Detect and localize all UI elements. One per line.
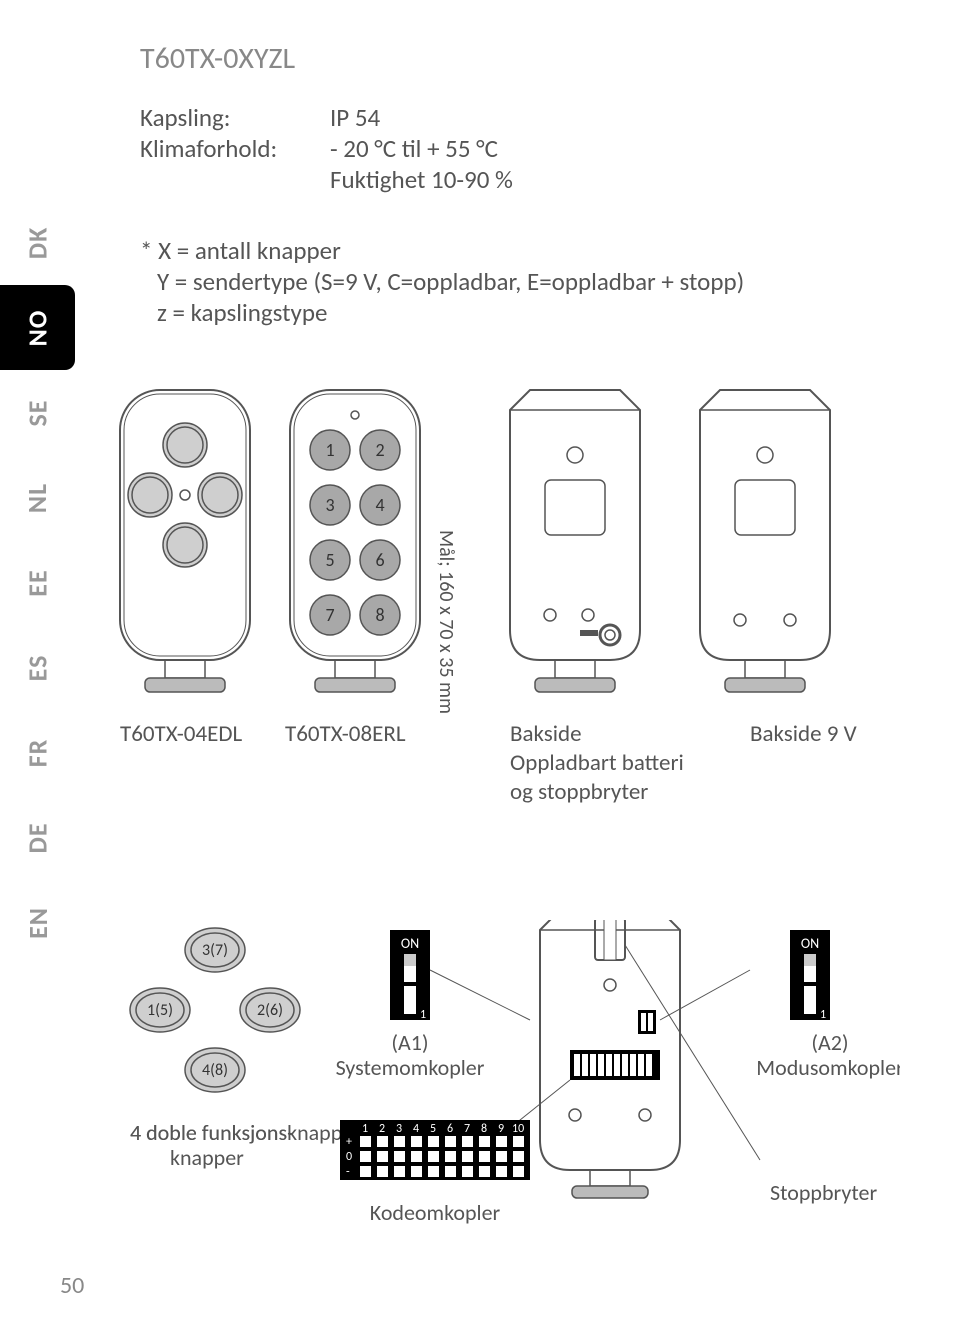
- svg-text:4: 4: [375, 494, 384, 516]
- svg-text:10: 10: [512, 1122, 524, 1136]
- tab-se[interactable]: SE: [0, 370, 75, 455]
- header-block: T60TX-0XYZL Kapsling:IP 54 Klimaforhold:…: [140, 40, 900, 328]
- svg-text:7: 7: [464, 1122, 470, 1136]
- tab-no[interactable]: NO: [0, 285, 75, 370]
- svg-text:4(8): 4(8): [202, 1061, 228, 1080]
- svg-text:6: 6: [447, 1122, 453, 1136]
- page-number: 50: [60, 1271, 84, 1300]
- legend-z: z = kapslingstype: [140, 297, 900, 328]
- tab-en[interactable]: EN: [0, 880, 75, 965]
- legend-y: Y = sendertype (S=9 V, C=oppladbar, E=op…: [140, 266, 900, 297]
- svg-text:8: 8: [375, 604, 384, 626]
- svg-text:7: 7: [325, 604, 334, 626]
- remote-08erl: 1 2 3 4 5 6 7 8: [290, 390, 420, 692]
- remote-backside-rechargeable: [510, 390, 640, 692]
- svg-text:0: 0: [346, 1150, 352, 1164]
- dimension-label: Mål; 160 x 70 x 35 mm: [434, 530, 458, 714]
- language-tabs: DK NO SE NL EE ES FR DE EN: [0, 200, 75, 965]
- caption-04edl: T60TX-04EDL: [120, 720, 242, 748]
- a1-label-code: (A1): [391, 1029, 428, 1056]
- code-switch: 1 2 3 4 5 6 7 8 9 10 + 0 -: [340, 1120, 530, 1180]
- spec-row-kapsling: Kapsling:IP 54: [140, 102, 900, 133]
- stop-switch-label: Stoppbryter: [770, 1179, 877, 1206]
- svg-text:ON: ON: [801, 935, 819, 952]
- svg-text:2: 2: [375, 439, 384, 461]
- svg-text:3(7): 3(7): [202, 941, 228, 960]
- svg-text:5: 5: [325, 549, 334, 571]
- svg-text:8: 8: [481, 1122, 487, 1136]
- bottom-figures: 3(7) 1(5) 2(6) 4(8) 4 doble funksjonskna…: [110, 920, 900, 1260]
- a1-label-text: Systemomkopler: [336, 1054, 485, 1081]
- spec-row-fukt: Fuktighet 10-90 %: [140, 164, 900, 195]
- legend-x: * X = antall knapper: [140, 235, 900, 266]
- svg-text:3: 3: [325, 494, 334, 516]
- svg-text:5: 5: [430, 1122, 436, 1136]
- svg-text:ON: ON: [401, 935, 419, 952]
- svg-text:1: 1: [362, 1122, 368, 1136]
- svg-text:1: 1: [420, 1008, 426, 1022]
- remote-figures: 1 2 3 4 5 6 7 8 Mål; 160 x 70 x 35 mm: [110, 380, 890, 720]
- tab-de[interactable]: DE: [0, 795, 75, 880]
- svg-text:2(6): 2(6): [257, 1001, 283, 1020]
- svg-text:1(5): 1(5): [147, 1001, 173, 1020]
- a1-switch: ON 1: [390, 930, 430, 1022]
- caption-backside1: Bakside Oppladbart batteri og stoppbryte…: [510, 720, 710, 806]
- svg-text:-: -: [346, 1165, 350, 1179]
- remote-04edl: [120, 390, 250, 692]
- svg-text:1: 1: [820, 1008, 826, 1022]
- tab-dk[interactable]: DK: [0, 200, 75, 285]
- tab-ee[interactable]: EE: [0, 540, 75, 625]
- svg-text:knapper: knapper: [170, 1144, 244, 1171]
- a2-label-code: (A2): [811, 1029, 848, 1056]
- remote-backside-9v: [700, 390, 830, 692]
- a2-switch: ON 1: [790, 930, 830, 1022]
- svg-text:2: 2: [379, 1122, 385, 1136]
- tab-es[interactable]: ES: [0, 625, 75, 710]
- caption-08erl: T60TX-08ERL: [285, 720, 406, 748]
- svg-text:9: 9: [498, 1122, 504, 1136]
- model-title: T60TX-0XYZL: [140, 40, 900, 77]
- four-double-buttons: 3(7) 1(5) 2(6) 4(8): [130, 928, 300, 1092]
- svg-text:6: 6: [375, 549, 384, 571]
- spec-row-klima: Klimaforhold:- 20 °C til + 55 °C: [140, 133, 900, 164]
- svg-text:1: 1: [325, 439, 334, 461]
- a2-label-text: Modusomkopler: [756, 1054, 900, 1081]
- svg-text:4 doble funksjons-: 4 doble funksjons-: [130, 1119, 294, 1146]
- caption-backside-9v: Bakside 9 V: [750, 720, 857, 748]
- tab-nl[interactable]: NL: [0, 455, 75, 540]
- code-switch-label: Kodeomkopler: [370, 1199, 501, 1226]
- svg-text:+: +: [346, 1135, 352, 1149]
- svg-text:4: 4: [413, 1122, 419, 1136]
- legend-block: * X = antall knapper Y = sendertype (S=9…: [140, 235, 900, 328]
- svg-text:3: 3: [396, 1122, 402, 1136]
- tab-fr[interactable]: FR: [0, 710, 75, 795]
